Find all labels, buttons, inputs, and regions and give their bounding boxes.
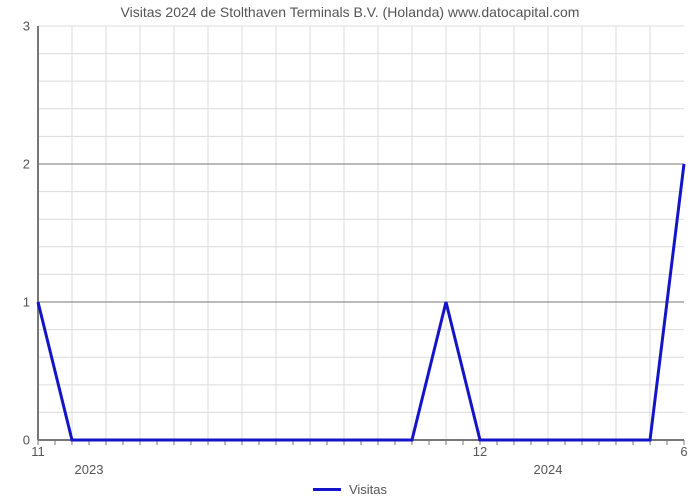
plot-svg: [38, 26, 684, 452]
legend-swatch: [313, 488, 341, 491]
xtick-year-label: 2023: [75, 462, 104, 477]
legend-label: Visitas: [349, 482, 387, 497]
chart-title: Visitas 2024 de Stolthaven Terminals B.V…: [0, 4, 700, 20]
ytick-label: 3: [23, 19, 30, 34]
ytick-label: 1: [23, 295, 30, 310]
legend: Visitas: [313, 482, 387, 497]
xtick-label: 6: [680, 444, 687, 459]
plot-area: 01231112620232024: [38, 26, 684, 440]
ytick-label: 2: [23, 156, 30, 171]
chart-container: Visitas 2024 de Stolthaven Terminals B.V…: [0, 0, 700, 500]
xtick-label: 11: [31, 444, 45, 459]
xtick-year-label: 2024: [534, 462, 563, 477]
ytick-label: 0: [23, 433, 30, 448]
xtick-label: 12: [473, 444, 487, 459]
